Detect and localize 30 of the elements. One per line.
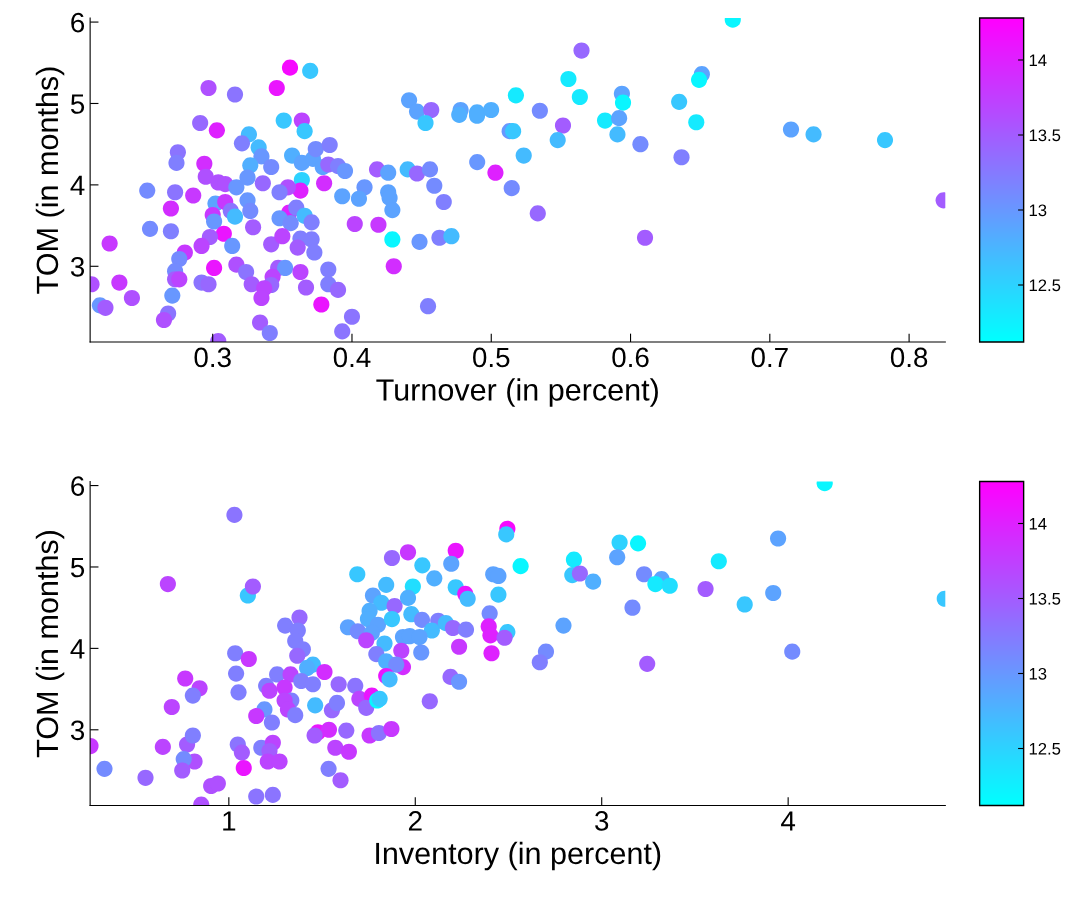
color-bar-label: 13.5 xyxy=(1029,129,1061,142)
y-tick-label: 6 xyxy=(71,476,85,496)
y-axis-title: TOM (in months) xyxy=(35,531,65,758)
color-bar-label: 12.5 xyxy=(1029,742,1061,755)
color-bar-label: 12.5 xyxy=(1029,279,1061,292)
x-tick-label: 0.8 xyxy=(890,347,928,368)
color-bar-label: 14 xyxy=(1029,54,1047,67)
x-tick-label: 0.7 xyxy=(751,347,788,368)
y-tick-label: 3 xyxy=(70,720,85,741)
y-tick-label: 5 xyxy=(70,94,85,114)
color-bar-label: 13 xyxy=(1029,667,1047,680)
y-axis-title: TOM (in months) xyxy=(35,67,65,294)
x-axis-title: Turnover (in percent) xyxy=(376,378,658,407)
x-tick-label: 3 xyxy=(595,811,609,831)
y-tick-label: 4 xyxy=(70,639,85,659)
y-tick-label: 4 xyxy=(70,175,85,195)
x-tick-label: 4 xyxy=(781,811,796,831)
color-bar-label: 13.5 xyxy=(1029,592,1061,605)
y-tick-label: 3 xyxy=(70,256,85,277)
y-tick-label: 6 xyxy=(71,12,85,33)
x-tick-label: 1 xyxy=(223,811,236,831)
x-tick-label: 0.5 xyxy=(473,347,510,368)
x-tick-label: 0.4 xyxy=(333,347,371,368)
color-bar-label: 13 xyxy=(1029,204,1047,217)
x-tick-label: 0.3 xyxy=(194,347,231,368)
x-tick-label: 2 xyxy=(408,811,422,831)
x-axis-title: Inventory (in percent) xyxy=(376,841,661,871)
y-tick-label: 5 xyxy=(70,557,85,578)
color-bar-label: 14 xyxy=(1029,518,1047,530)
x-tick-label: 0.6 xyxy=(612,347,649,368)
